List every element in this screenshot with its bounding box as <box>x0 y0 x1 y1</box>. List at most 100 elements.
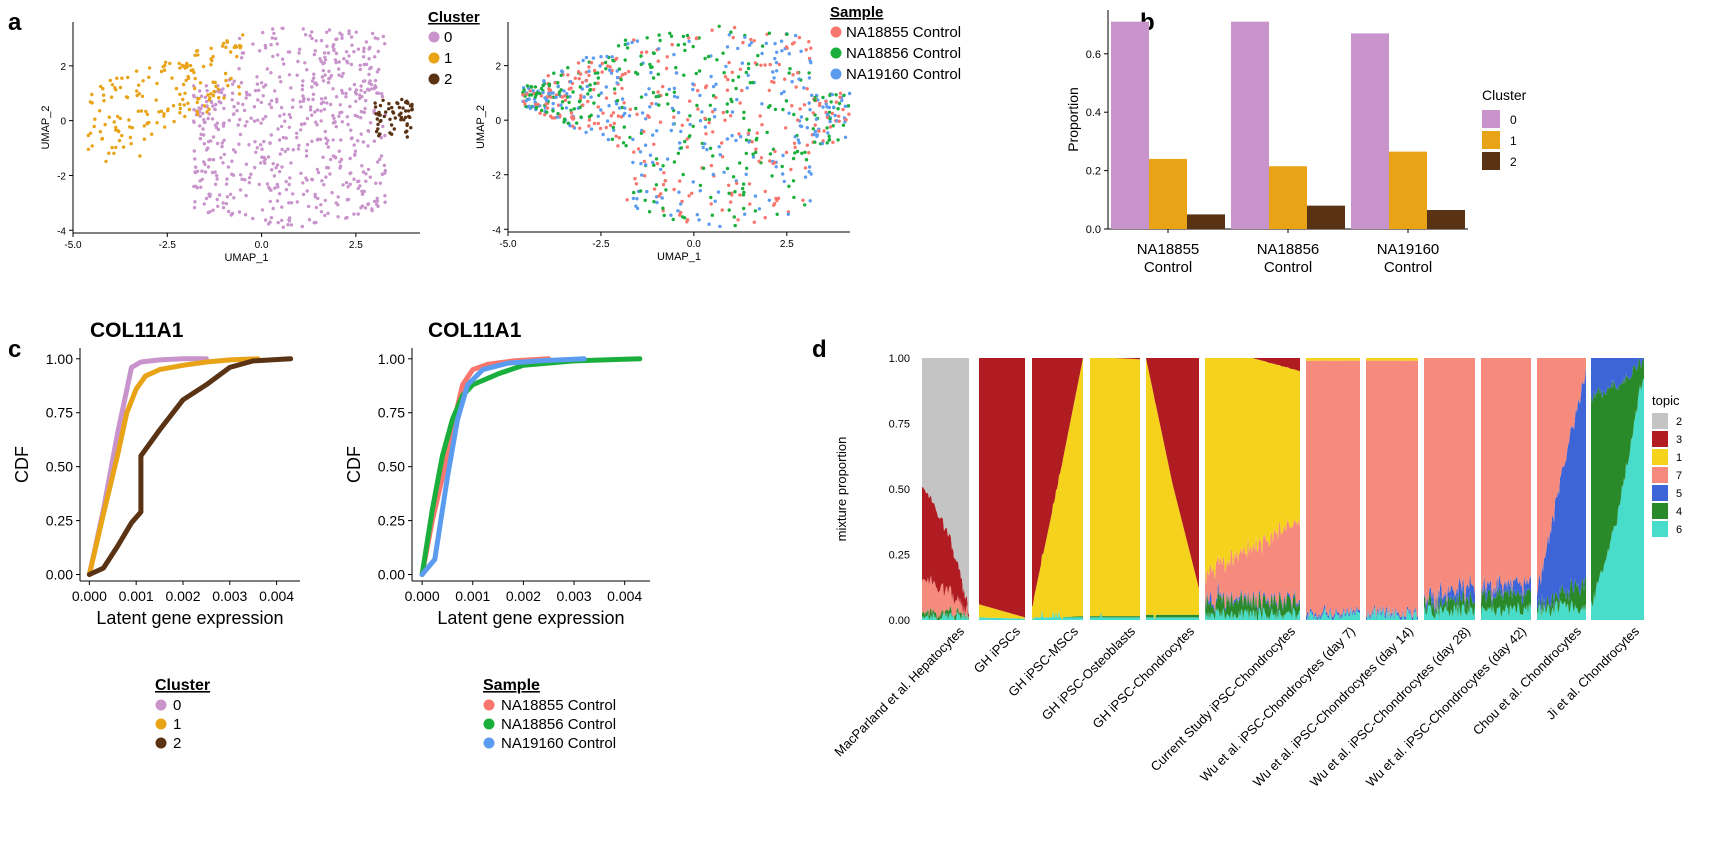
scatter-point <box>383 133 387 138</box>
scatter-point <box>271 27 275 31</box>
scatter-point <box>697 218 701 222</box>
scatter-point <box>221 205 226 210</box>
legend-swatch <box>830 26 842 38</box>
scatter-point <box>86 133 91 138</box>
scatter-point <box>559 73 563 78</box>
scatter-point <box>206 93 210 97</box>
legend-label: 0 <box>1510 113 1517 127</box>
scatter-point <box>279 80 283 84</box>
scatter-point <box>341 71 345 76</box>
scatter-point <box>305 142 310 147</box>
scatter-point <box>320 179 324 183</box>
scatter-point <box>235 109 239 113</box>
scatter-point <box>327 69 331 74</box>
scatter-point <box>361 55 366 59</box>
scatter-point <box>171 104 176 108</box>
scatter-point <box>713 107 717 112</box>
scatter-point <box>838 95 842 100</box>
scatter-point <box>682 73 686 77</box>
scatter-point <box>202 120 207 125</box>
scatter-point <box>746 131 750 136</box>
scatter-point <box>282 112 286 117</box>
scatter-point <box>319 101 324 106</box>
scatter-point <box>730 70 734 75</box>
scatter-point <box>348 87 352 91</box>
legend-swatch <box>1652 431 1668 447</box>
x-tick-label: 0.003 <box>557 588 592 604</box>
scatter-point <box>213 170 217 174</box>
scatter-point <box>243 213 248 217</box>
scatter-point <box>257 182 261 187</box>
scatter-point <box>552 116 557 120</box>
scatter-point <box>792 141 797 145</box>
scatter-point <box>376 127 380 131</box>
scatter-point <box>803 150 807 154</box>
scatter-point <box>108 78 113 83</box>
scatter-point <box>828 119 832 124</box>
scatter-point <box>305 189 309 193</box>
scatter-point <box>300 224 304 229</box>
scatter-point <box>372 86 376 91</box>
scatter-point <box>633 176 637 181</box>
scatter-point <box>577 77 581 81</box>
scatter-point <box>645 189 649 194</box>
scatter-point <box>718 224 722 229</box>
scatter-point <box>763 216 767 220</box>
scatter-point <box>107 115 112 119</box>
scatter-point <box>735 97 739 102</box>
scatter-point <box>334 95 339 99</box>
scatter-point <box>651 160 655 165</box>
scatter-point <box>525 92 529 96</box>
scatter-point <box>333 156 338 160</box>
scatter-point <box>691 87 695 92</box>
scatter-point <box>231 112 236 117</box>
scatter-point <box>216 127 221 132</box>
scatter-point <box>672 86 677 91</box>
scatter-point <box>269 71 273 75</box>
x-tick-label: NA18855 <box>1137 241 1200 258</box>
scatter-point <box>782 179 786 184</box>
scatter-point <box>757 207 762 211</box>
scatter-point <box>681 34 686 39</box>
y-tick-label: 1.00 <box>889 353 910 365</box>
scatter-point <box>663 179 668 183</box>
scatter-point <box>658 38 662 43</box>
scatter-point <box>685 33 690 38</box>
scatter-point <box>211 93 216 98</box>
scatter-point <box>771 70 775 74</box>
cdf-line <box>86 356 261 577</box>
legend-label: 4 <box>1676 506 1682 518</box>
scatter-point <box>203 95 208 100</box>
scatter-point <box>289 115 293 120</box>
scatter-point <box>208 96 212 100</box>
scatter-point <box>736 218 740 222</box>
scatter-point <box>676 110 681 115</box>
scatter-point <box>657 94 661 99</box>
scatter-point <box>767 198 771 202</box>
scatter-point <box>620 97 625 101</box>
topic-area <box>1306 607 1360 620</box>
scatter-point <box>241 33 245 37</box>
scatter-point <box>212 89 216 94</box>
scatter-point <box>654 183 659 187</box>
scatter-point <box>549 114 553 118</box>
cdf-line <box>86 356 294 577</box>
scatter-point <box>670 106 675 111</box>
scatter-point <box>622 101 626 105</box>
scatter-point <box>767 31 772 35</box>
scatter-point <box>295 200 299 204</box>
scatter-point <box>788 67 792 71</box>
scatter-point <box>366 202 370 207</box>
scatter-point <box>166 107 170 111</box>
scatter-point <box>270 36 274 40</box>
scatter-point <box>581 103 585 107</box>
scatter-point <box>725 137 730 141</box>
scatter-point <box>286 147 290 151</box>
legend-label: 7 <box>1676 470 1682 482</box>
scatter-point <box>568 80 573 84</box>
scatter-point <box>791 73 795 77</box>
scatter-point <box>766 105 771 110</box>
scatter-point <box>560 95 564 99</box>
scatter-point <box>644 92 648 97</box>
scatter-point <box>181 82 186 87</box>
